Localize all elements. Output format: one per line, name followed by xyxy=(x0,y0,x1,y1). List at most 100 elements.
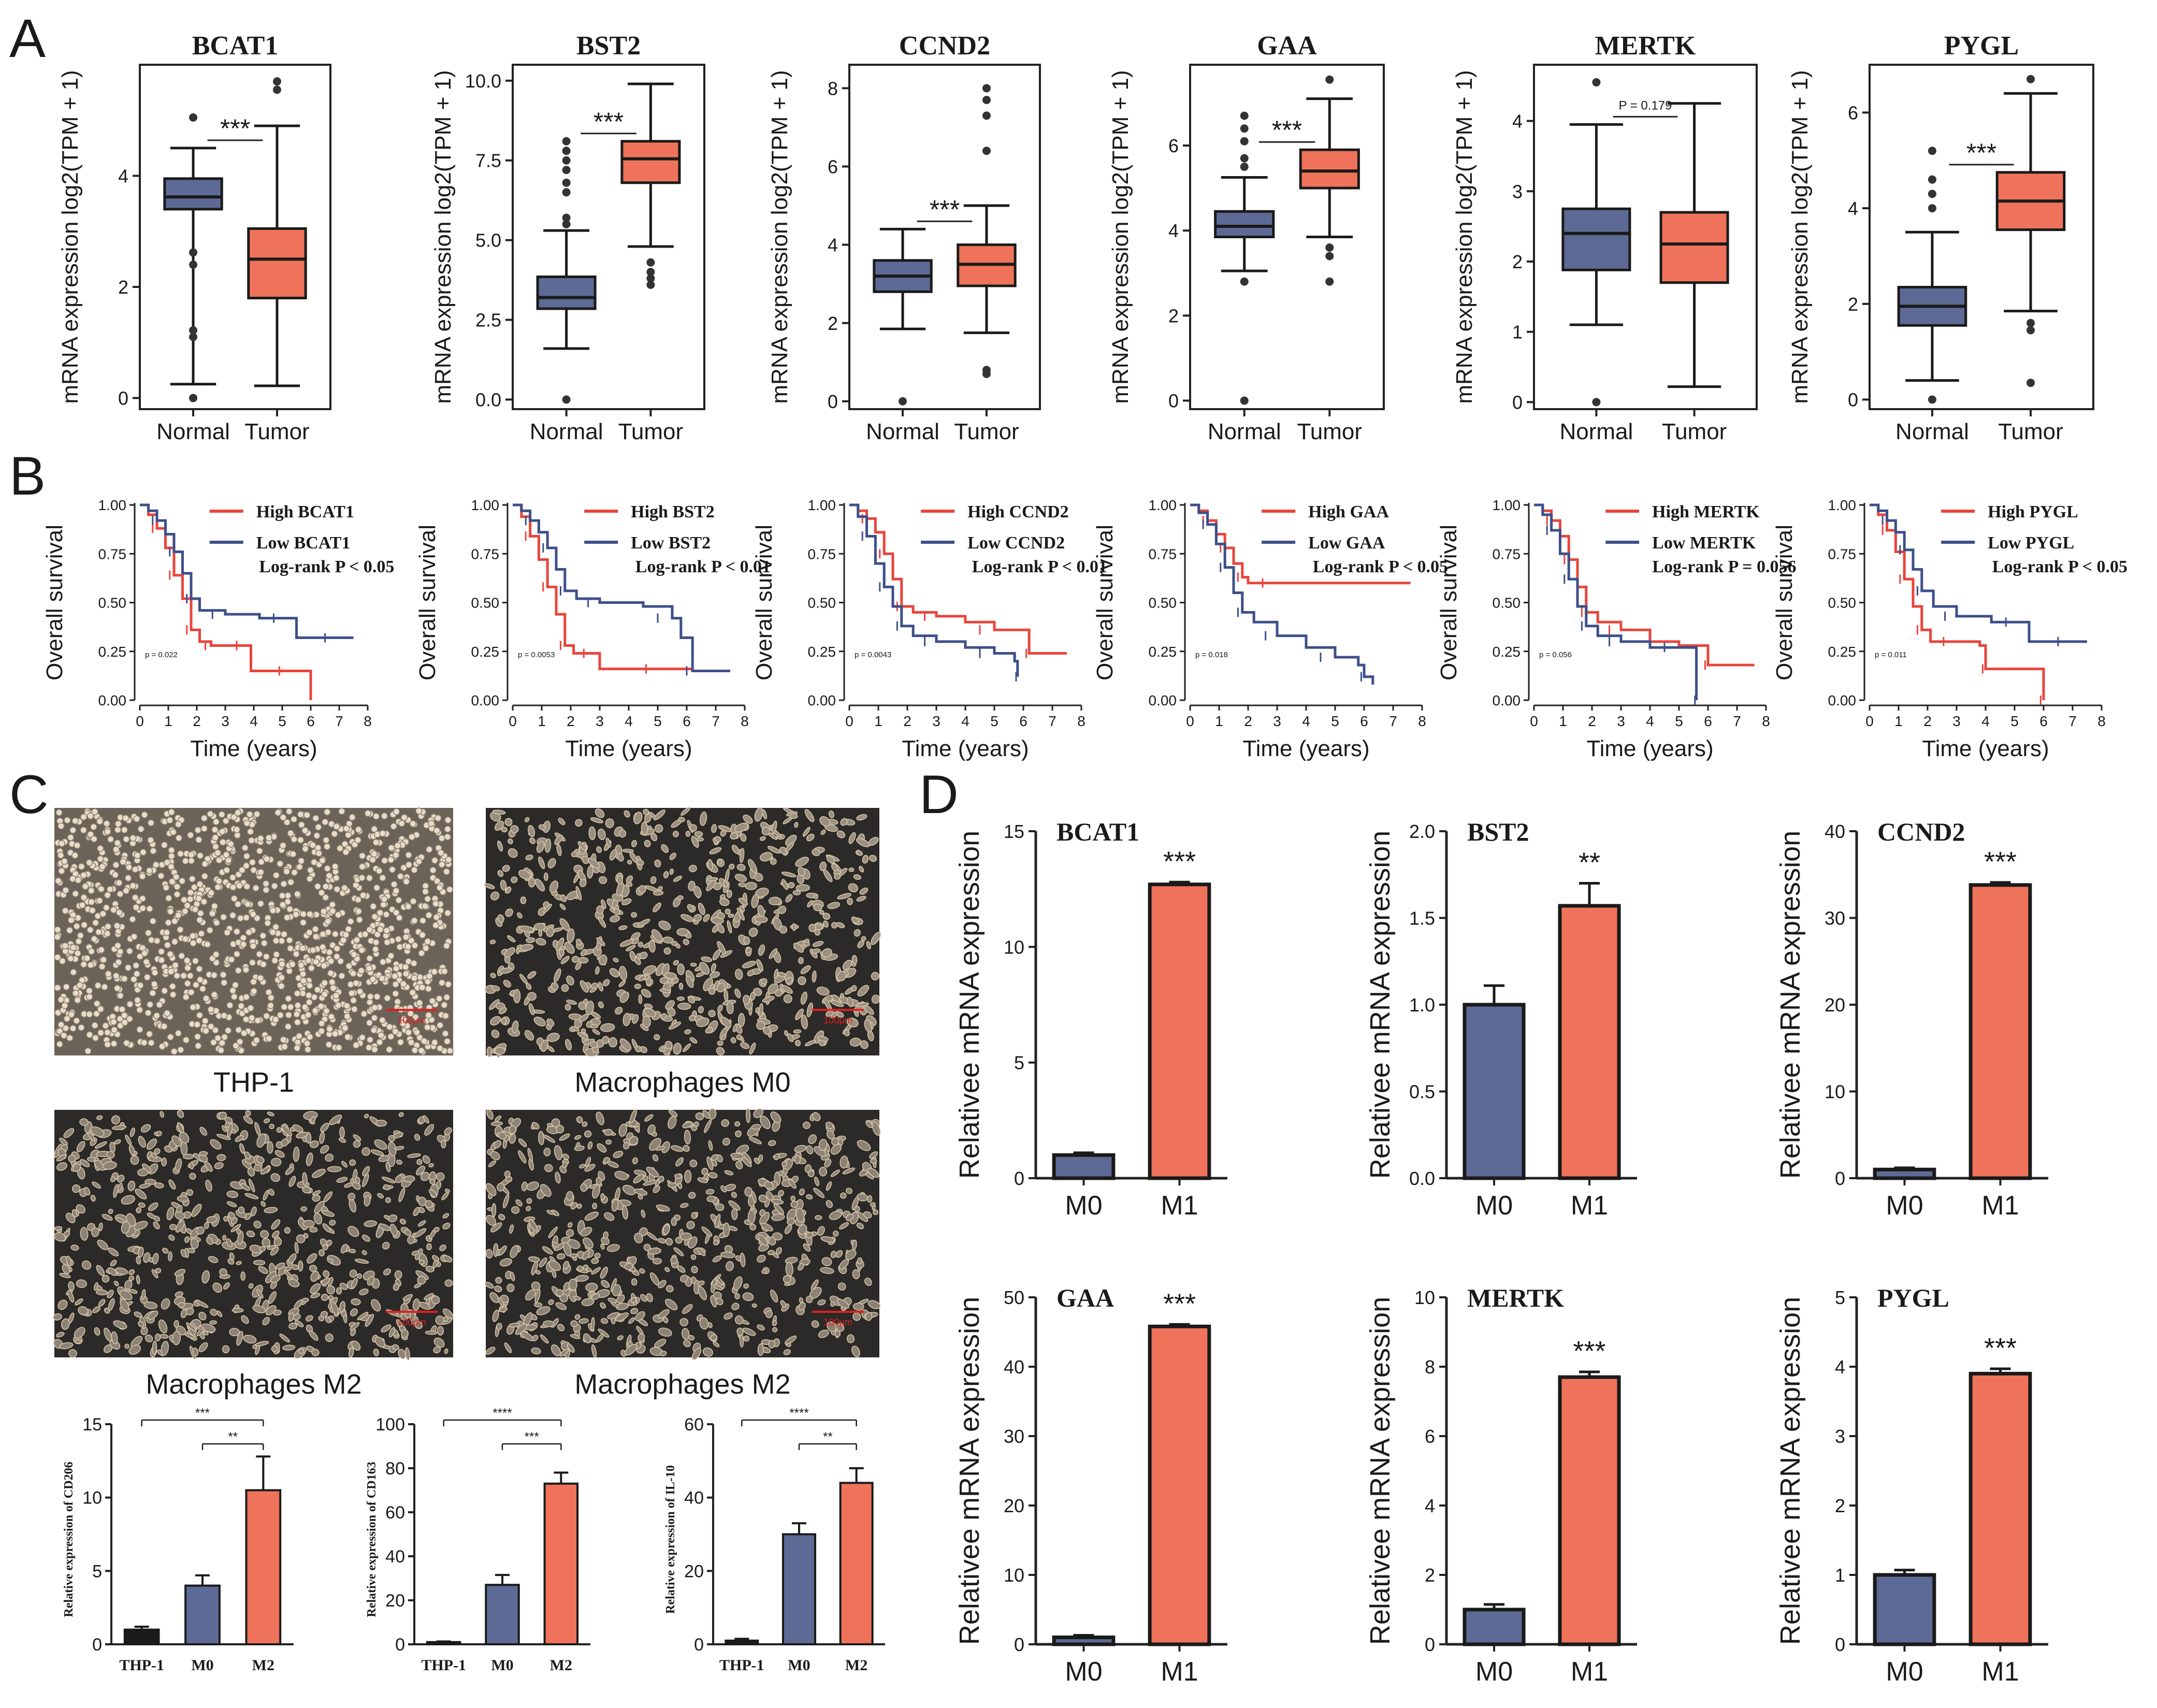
cell xyxy=(739,1334,744,1348)
cell xyxy=(358,874,366,881)
km-curve-high xyxy=(1870,503,2045,700)
y-axis-label: Relativee mRNA expression xyxy=(954,831,985,1179)
cell xyxy=(370,1026,378,1034)
cell xyxy=(404,903,412,910)
km-chart-bst2: 0.00 0.25 0.50 0.75 1.00 0 1 2 3 4 5 6 7 8 Overall sur… xyxy=(415,497,771,761)
km-chart-pygl: 0.00 0.25 0.50 0.75 1.00 0 1 2 3 4 5 6 7 8 Overall sur… xyxy=(1772,497,2127,761)
y-tick-label: 1.5 xyxy=(1409,908,1435,929)
cell xyxy=(326,872,333,879)
cell xyxy=(307,866,314,874)
cell xyxy=(217,1047,225,1054)
outlier-point xyxy=(189,113,198,122)
cell xyxy=(240,1271,246,1281)
cell xyxy=(444,909,452,917)
cell xyxy=(751,1303,757,1308)
y-tick-label: 0.50 xyxy=(471,595,500,611)
cell xyxy=(392,1028,399,1035)
cell xyxy=(212,843,220,850)
sig-label-inner: *** xyxy=(525,1430,539,1444)
bar-m1 xyxy=(1148,1324,1211,1646)
y-axis-label: Overall survival xyxy=(1772,525,1797,681)
cell xyxy=(418,931,426,939)
cell xyxy=(424,938,431,945)
cell xyxy=(70,968,77,976)
y-tick-label: 10 xyxy=(1825,1081,1845,1103)
micrograph-3: 100μm Macrophages M2 xyxy=(53,1110,454,1400)
x-tick-label: M1 xyxy=(1981,1191,2019,1221)
cell xyxy=(325,1041,332,1048)
cell xyxy=(312,815,320,822)
cell xyxy=(271,957,279,964)
y-axis-label: Relativee mRNA expression xyxy=(1775,1297,1806,1645)
cell xyxy=(161,1023,168,1030)
x-tick-label: Tumor xyxy=(954,419,1019,444)
cell xyxy=(186,895,194,903)
x-tick-label: 2 xyxy=(193,713,201,729)
cell xyxy=(410,898,417,905)
cell xyxy=(278,982,285,990)
cell xyxy=(340,936,347,944)
cell xyxy=(328,1013,335,1021)
y-axis-label: Overall survival xyxy=(1092,525,1118,681)
bar-chart-d-bst2: 0.0 0.5 1.0 1.5 2.0 Relativee mRNA expression… xyxy=(1365,817,1637,1221)
box-chart-mertk: MERTK mRNA expression log2(TPM + 1) 0 1 2 3 4 N… xyxy=(1452,31,1758,444)
cell xyxy=(372,946,379,953)
sig-label-outer: **** xyxy=(789,1406,808,1420)
outlier-point xyxy=(1240,137,1249,146)
cell xyxy=(249,859,256,866)
cell xyxy=(124,874,132,882)
cell xyxy=(495,1047,505,1055)
cell xyxy=(281,1003,288,1011)
cell xyxy=(757,1343,764,1356)
cell xyxy=(227,841,235,848)
cell xyxy=(371,913,379,920)
cell xyxy=(212,1026,219,1034)
cell xyxy=(297,961,305,969)
cell xyxy=(425,911,432,919)
cell xyxy=(286,905,294,913)
y-tick-label: 0.75 xyxy=(471,546,500,562)
cell xyxy=(566,1229,574,1237)
legend-high: High PYGL xyxy=(1988,502,2078,522)
cell xyxy=(198,930,205,937)
cell xyxy=(295,1033,303,1040)
y-tick-label: 0.00 xyxy=(1493,692,1521,708)
cell xyxy=(55,809,63,816)
cell xyxy=(148,936,155,944)
chart-title: BST2 xyxy=(576,31,641,61)
cell xyxy=(187,889,194,896)
cell xyxy=(168,808,175,816)
cell xyxy=(237,1002,245,1010)
cell xyxy=(319,931,327,938)
y-axis-label: mRNA expression log2(TPM + 1) xyxy=(430,70,456,403)
cell xyxy=(228,956,235,963)
p-value-label: p = 0.011 xyxy=(1875,650,1907,659)
y-tick-label: 0.00 xyxy=(808,692,836,708)
cell xyxy=(151,969,158,976)
cell xyxy=(90,823,97,831)
cell xyxy=(301,827,309,834)
box-tumor xyxy=(1659,211,1729,284)
bar-m1 xyxy=(1148,882,1211,1180)
cell xyxy=(280,931,288,938)
cell xyxy=(345,925,352,933)
outlier-point xyxy=(1592,398,1601,407)
cell xyxy=(80,961,88,968)
box-normal xyxy=(1561,207,1631,271)
cell xyxy=(298,1260,303,1272)
cell xyxy=(294,1038,301,1046)
cell xyxy=(402,933,410,941)
cell xyxy=(426,1243,432,1251)
cell xyxy=(178,952,185,960)
cell xyxy=(163,1009,171,1017)
cell xyxy=(304,1046,312,1053)
cell xyxy=(334,886,341,893)
cell xyxy=(167,968,175,975)
logrank-label: Log-rank P < 0.05 xyxy=(1992,557,2127,576)
cell xyxy=(397,1038,404,1046)
cell xyxy=(319,944,326,951)
cell xyxy=(143,974,151,981)
cell xyxy=(365,965,373,972)
cell xyxy=(387,952,395,960)
cell xyxy=(222,1235,226,1241)
